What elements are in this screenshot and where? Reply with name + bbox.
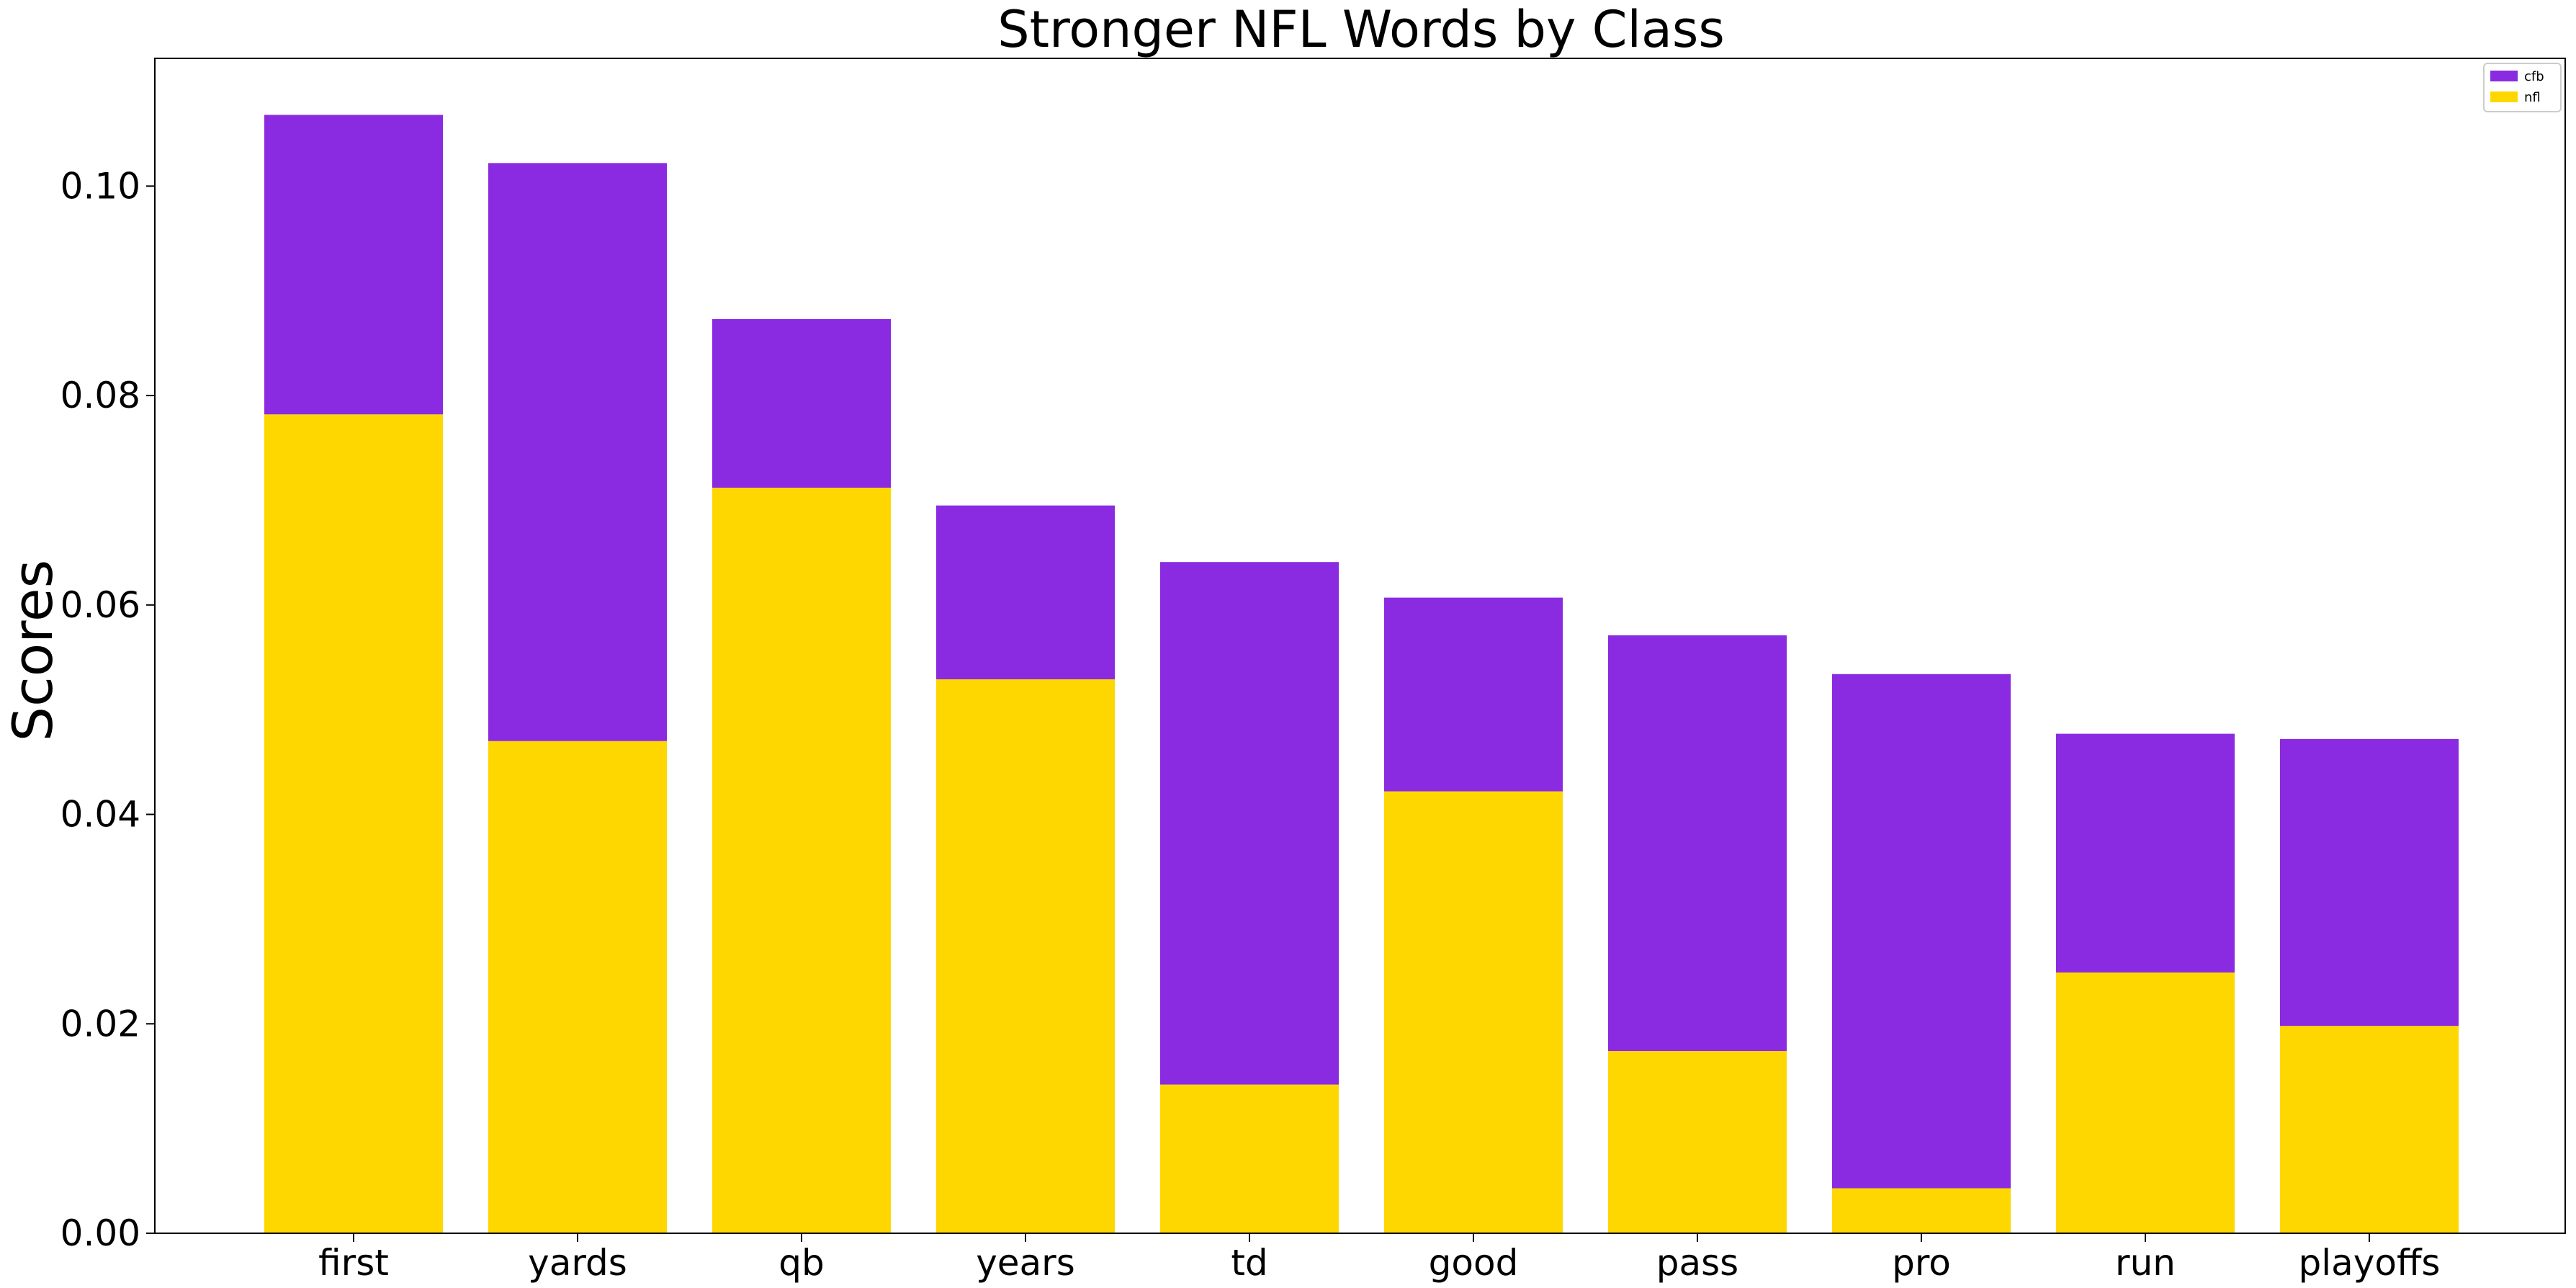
x-tick-label: playoffs <box>2299 1242 2441 1284</box>
x-tick-label: pass <box>1656 1242 1738 1284</box>
bar-cfb-playoffs <box>2280 738 2459 1027</box>
bar-nfl-qb <box>712 487 891 1233</box>
bar-cfb-qb <box>712 318 891 488</box>
legend-label-nfl: nfl <box>2524 90 2541 105</box>
bar-nfl-pro <box>1832 1188 2011 1233</box>
bar-nfl-pass <box>1608 1051 1787 1233</box>
legend-label-cfb: cfb <box>2524 69 2544 84</box>
y-tick-label: 0.10 <box>60 165 140 207</box>
x-tick-label: qb <box>778 1242 824 1284</box>
x-tick-label: good <box>1429 1242 1519 1284</box>
x-tick-label: pro <box>1892 1242 1951 1284</box>
bar-cfb-first <box>264 115 443 415</box>
x-tick-label: yards <box>528 1242 627 1284</box>
bar-nfl-run <box>2056 972 2235 1233</box>
bar-nfl-good <box>1384 791 1563 1233</box>
y-tick-label: 0.00 <box>60 1212 140 1254</box>
bar-cfb-run <box>2056 733 2235 973</box>
x-tick-label: run <box>2115 1242 2176 1284</box>
plot-frame <box>154 58 2566 1234</box>
y-tick-label: 0.04 <box>60 794 140 836</box>
bar-cfb-good <box>1384 597 1563 792</box>
bar-cfb-pro <box>1832 674 2011 1189</box>
bar-cfb-pass <box>1608 635 1787 1052</box>
bar-nfl-years <box>936 679 1115 1233</box>
bar-nfl-first <box>264 414 443 1233</box>
bar-nfl-yards <box>488 741 667 1233</box>
bar-cfb-years <box>936 505 1115 680</box>
x-tick-label: td <box>1231 1242 1267 1284</box>
bar-nfl-td <box>1160 1084 1339 1233</box>
bar-cfb-yards <box>488 163 667 741</box>
legend: cfb nfl <box>2483 63 2562 112</box>
chart-title: Stronger NFL Words by Class <box>997 0 1725 59</box>
bar-cfb-td <box>1160 562 1339 1085</box>
bar-nfl-playoffs <box>2280 1026 2459 1233</box>
x-tick-label: first <box>318 1242 389 1284</box>
y-tick-label: 0.02 <box>60 1003 140 1045</box>
y-axis-label: Scores <box>1 560 65 741</box>
y-tick-label: 0.08 <box>60 375 140 416</box>
y-tick-label: 0.06 <box>60 584 140 626</box>
x-tick-label: years <box>976 1242 1075 1284</box>
legend-swatch-nfl <box>2490 91 2518 102</box>
plot-area: 0.00 0.02 0.04 0.06 0.08 0.10 first yards qb year… <box>60 58 2566 1284</box>
legend-swatch-cfb <box>2490 71 2518 81</box>
